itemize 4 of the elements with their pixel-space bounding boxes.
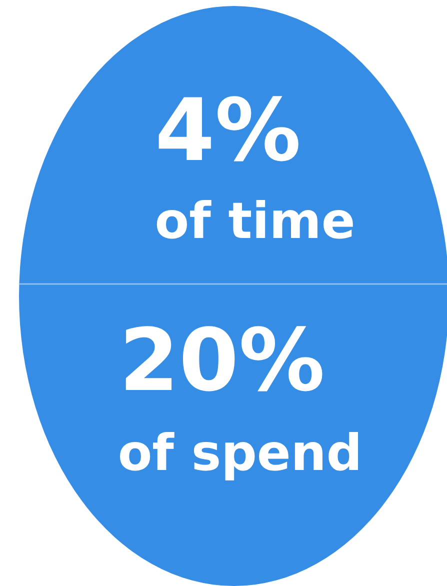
data-label: 4% xyxy=(154,81,302,181)
data-label: 20% xyxy=(119,311,325,411)
category-label: of spend xyxy=(118,424,362,482)
category-label: of time xyxy=(154,192,356,250)
